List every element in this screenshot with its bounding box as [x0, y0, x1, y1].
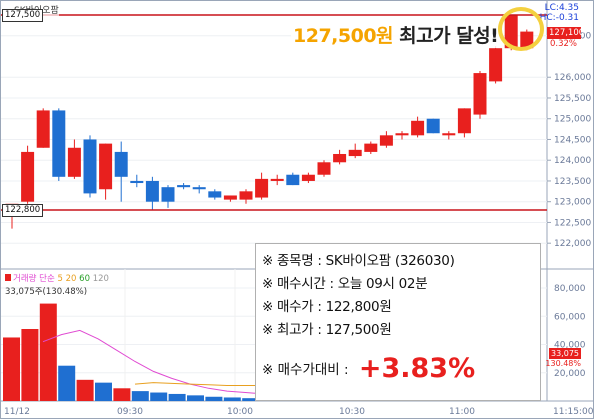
candle-body: [36, 110, 50, 148]
candle-body: [145, 180, 159, 202]
volume-tick-label: 40,000: [554, 341, 586, 351]
price-tick-label: 122,000: [554, 239, 591, 249]
hc-indicator: HC:-0.31: [539, 13, 579, 23]
candle-body: [223, 195, 237, 200]
candle-body: [379, 135, 393, 146]
price-tick-label: 123,000: [554, 198, 591, 208]
price-tick-label: 126,000: [554, 73, 591, 83]
volume-tag: 33,075: [549, 348, 581, 359]
time-tick-label: 11/12: [4, 407, 30, 417]
candle-body: [192, 187, 206, 190]
time-tick-label: 10:00: [227, 407, 253, 417]
candle-body: [395, 133, 409, 136]
volume-bar: [95, 382, 112, 401]
volume-legend-p4: 120: [92, 274, 109, 284]
lc-indicator: LC:4.35: [544, 3, 579, 13]
candle-body: [114, 151, 128, 177]
candle-body: [301, 174, 315, 181]
price-tick-label: 124,000: [554, 156, 591, 166]
candle-body: [270, 178, 284, 181]
candle-body: [364, 143, 378, 152]
volume-legend-s1: 단순: [39, 274, 55, 284]
price-tick-label: 122,500: [554, 218, 591, 228]
info-stock-name: ※ 종목명 : SK바이오팜 (326030): [262, 253, 455, 269]
info-buy-time: ※ 매수시간 : 오늘 09시 02분: [262, 276, 428, 292]
volume-legend: 거래량 단순 5 20 60 120: [5, 272, 109, 284]
price-tick-label: 125,500: [554, 94, 591, 104]
time-axis: 11/12 09:30 10:00 10:30 11:00 11:15:00: [4, 407, 594, 417]
volume-bar: [205, 396, 223, 401]
buy-reference-label: 122,800: [2, 204, 44, 217]
volume-bar: [76, 379, 94, 401]
volume-icon: [5, 274, 11, 281]
volume-bars: [3, 303, 278, 401]
volume-legend-p2: 20: [65, 274, 77, 284]
candle-body: [177, 185, 191, 188]
candle-body: [99, 143, 113, 190]
candle-body: [333, 153, 347, 163]
headline-price: 127,500원: [293, 25, 394, 47]
volume-legend-p1: 5: [57, 274, 63, 284]
price-tick-label: 124,500: [554, 135, 591, 145]
current-price-pct: 0.32%: [549, 39, 577, 49]
candle-body: [317, 162, 331, 175]
headline-text: 최고가 달성!: [393, 25, 499, 47]
current-price-tag: 127,100: [547, 27, 585, 39]
candle-body: [426, 118, 440, 134]
candle-body: [411, 120, 425, 136]
volume-sub-label: 33,075주(130.48%): [5, 287, 88, 297]
candle-body: [161, 187, 175, 202]
info-return: ※ 매수가대비 : +3.83%: [262, 354, 534, 385]
price-tick-label: 125,000: [554, 115, 591, 125]
volume-bar: [131, 391, 149, 401]
volume-bar: [150, 392, 168, 401]
time-tick-label: 11:15:00: [553, 407, 594, 417]
volume-legend-name: 거래량: [13, 274, 37, 284]
volume-bar: [113, 388, 131, 401]
info-buy-price: ※ 매수가 : 122,800원: [262, 299, 392, 315]
volume-bar: [3, 337, 20, 401]
volume-tag-pct: 130.48%: [545, 359, 581, 368]
time-tick-label: 10:30: [339, 407, 365, 417]
candle-body: [239, 191, 253, 200]
info-return-value: +3.83%: [358, 353, 476, 384]
info-return-label: ※ 매수가대비 :: [262, 362, 353, 378]
candle-body: [255, 178, 269, 198]
candle-body: [130, 180, 144, 184]
candle-body: [348, 149, 362, 157]
price-scale: 127,000126,000125,500125,000124,500124,0…: [547, 32, 591, 379]
time-tick-label: 09:30: [117, 407, 143, 417]
volume-bar: [21, 329, 39, 401]
volume-bar: [168, 393, 186, 401]
volume-bar: [242, 398, 260, 401]
volume-bar: [58, 365, 76, 401]
candle-body: [83, 139, 97, 194]
candle-body: [457, 108, 471, 134]
candle-body: [286, 174, 300, 186]
headline-banner: 127,500원 최고가 달성!: [291, 21, 501, 48]
info-high-price: ※ 최고가 : 127,500원: [262, 322, 392, 338]
candle-body: [52, 110, 66, 177]
time-tick-label: 11:00: [449, 407, 475, 417]
candle-body: [442, 133, 456, 136]
volume-bar: [223, 397, 241, 401]
info-panel: ※ 종목명 : SK바이오팜 (326030) ※ 매수시간 : 오늘 09시 …: [255, 243, 541, 401]
candle-body: [21, 151, 35, 202]
volume-bar: [39, 303, 57, 401]
high-reference-label: 127,500: [2, 9, 44, 22]
volume-bar: [187, 395, 204, 401]
candle-body: [67, 147, 81, 177]
volume-tick-label: 20,000: [554, 369, 586, 379]
candle-body: [208, 191, 222, 198]
candle-body: [489, 48, 503, 82]
price-tick-label: 123,500: [554, 177, 591, 187]
candle-body: [473, 73, 487, 115]
volume-tick-label: 80,000: [554, 284, 586, 294]
volume-legend-p3: 60: [79, 274, 90, 284]
highlight-circle: [498, 7, 544, 51]
volume-tick-label: 60,000: [554, 312, 586, 322]
